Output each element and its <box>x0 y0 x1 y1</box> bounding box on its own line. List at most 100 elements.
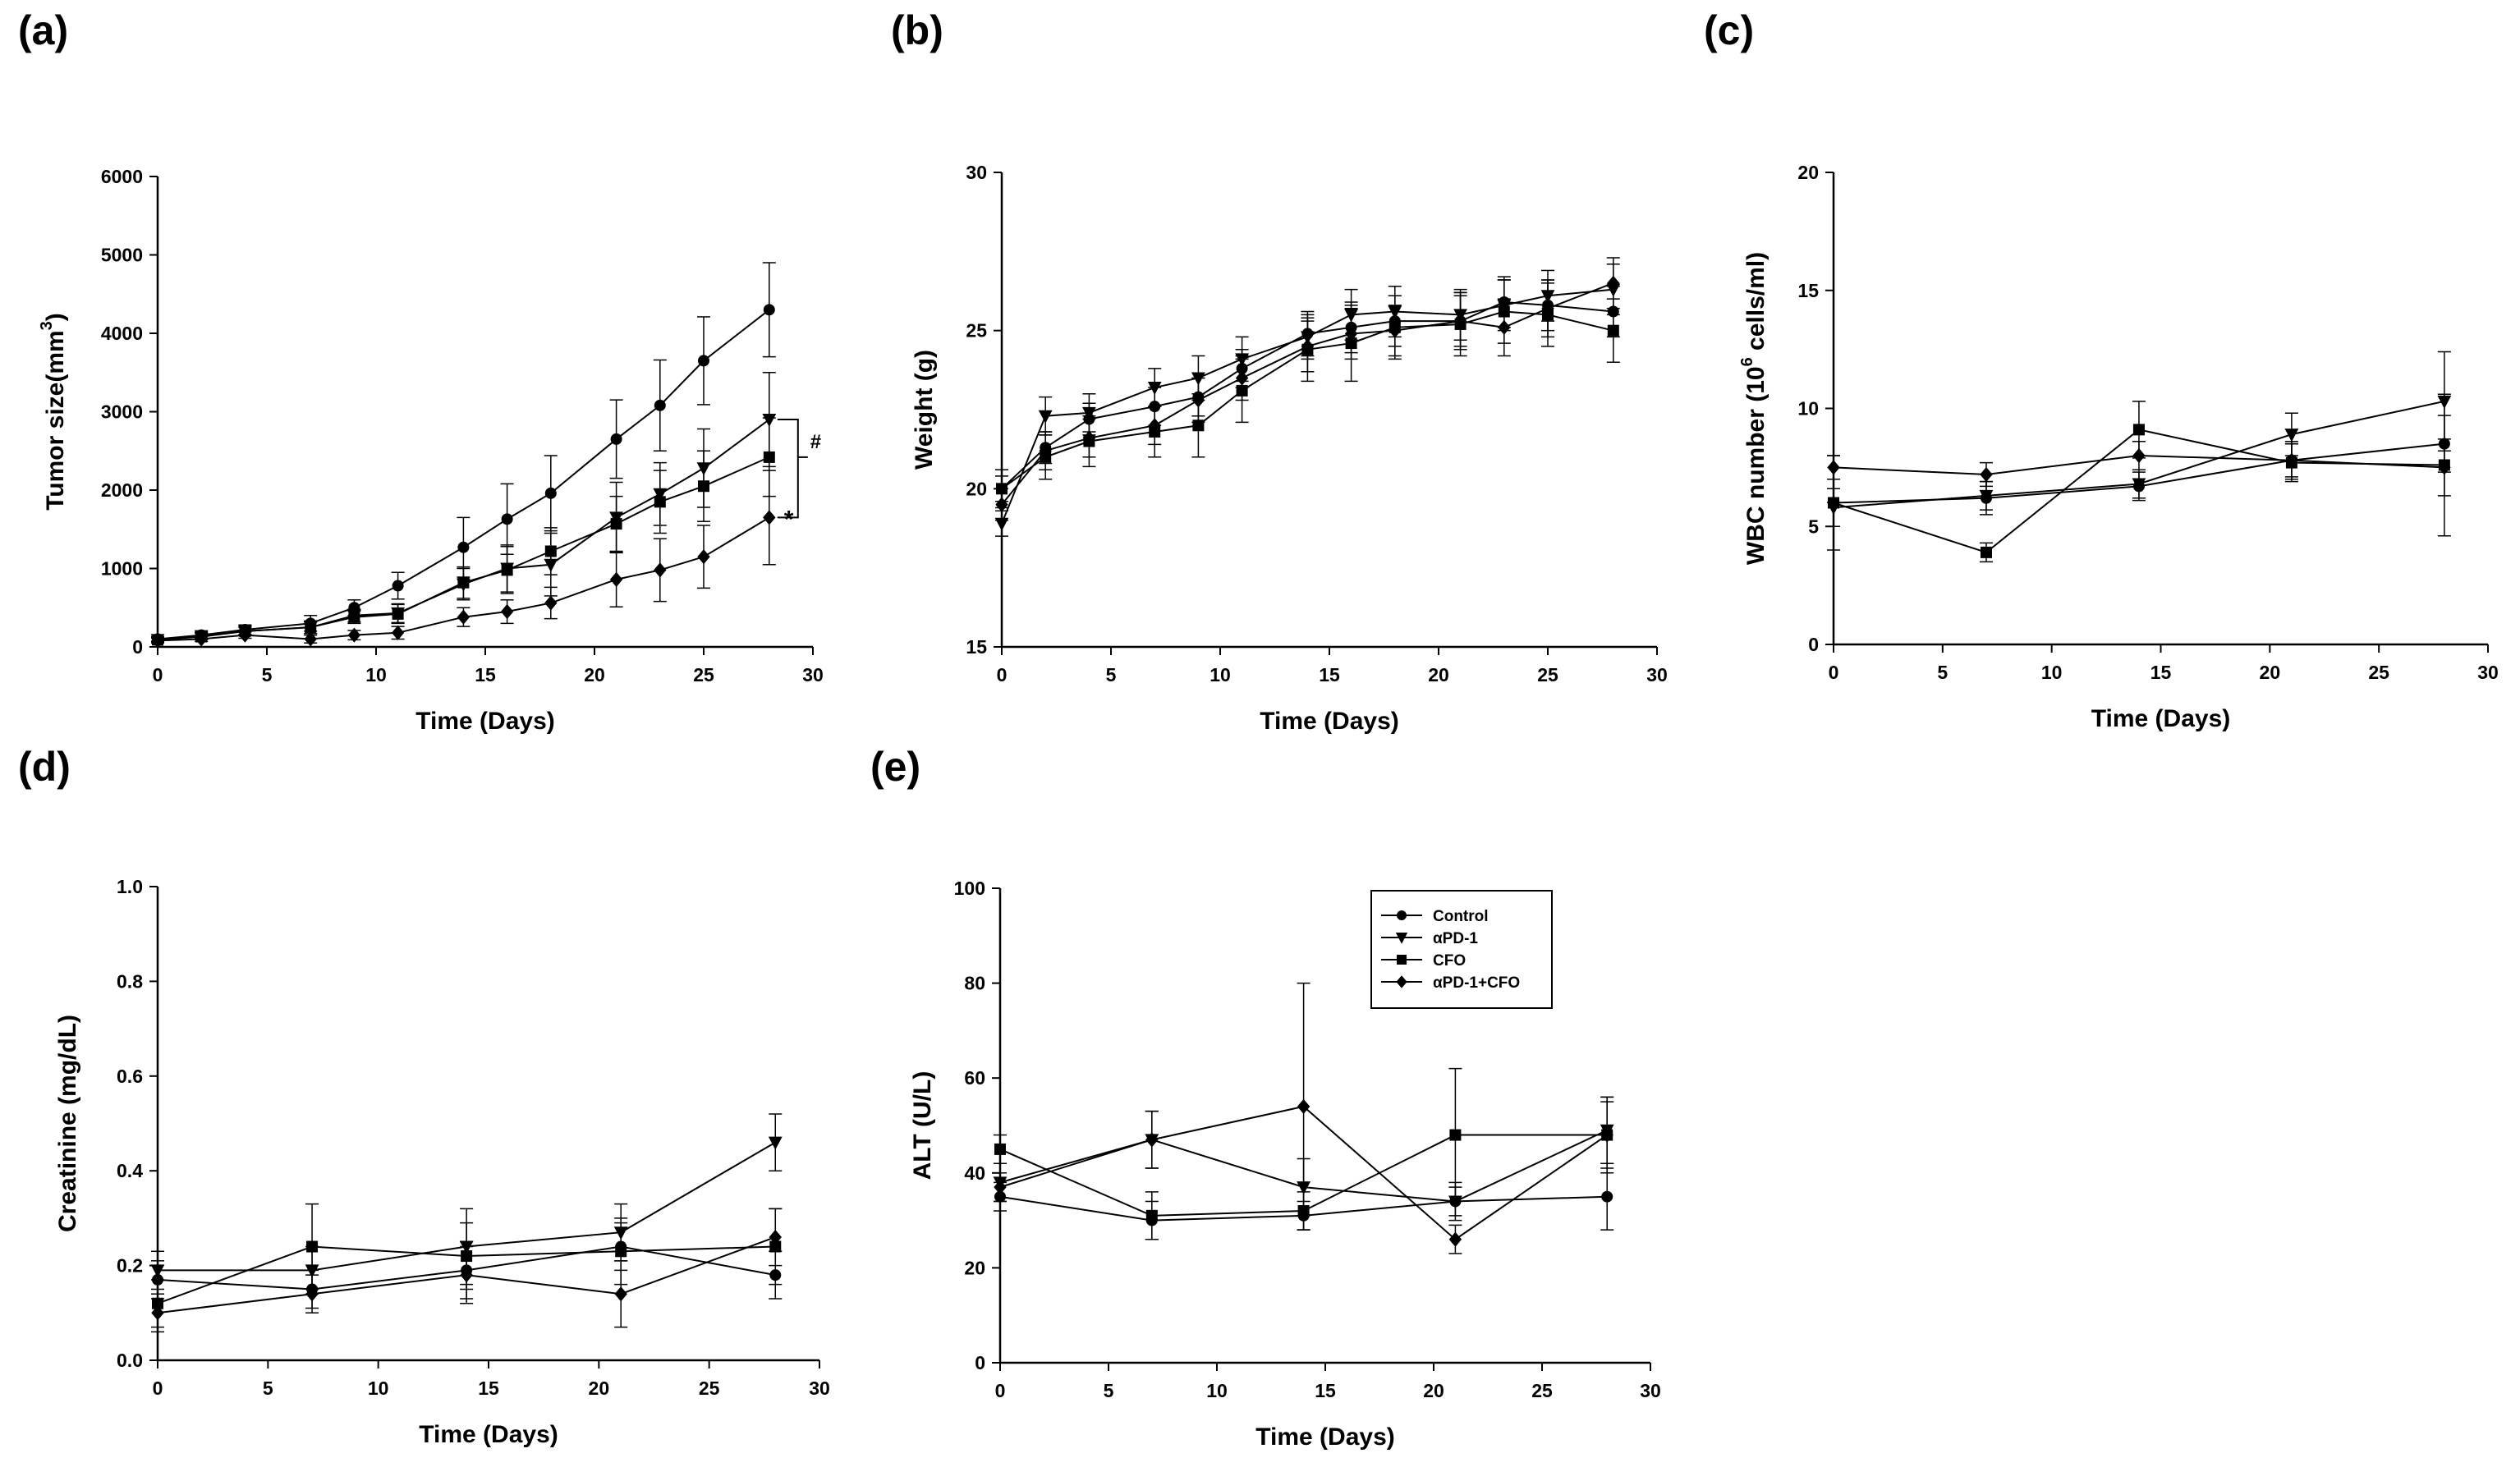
y-tick-label: 0.6 <box>117 1066 143 1087</box>
data-point <box>995 497 1008 512</box>
data-point <box>305 1286 319 1302</box>
data-point <box>1301 338 1315 355</box>
data-point <box>697 549 710 565</box>
y-tick-label: 15 <box>1797 280 1819 301</box>
y-axis-title: ALT (U/L) <box>909 1071 936 1180</box>
x-tick-label: 15 <box>475 664 496 685</box>
x-tick-label: 25 <box>2368 662 2389 683</box>
data-point <box>1980 546 1992 558</box>
y-tick-label: 10 <box>1797 398 1819 419</box>
data-point <box>698 480 709 493</box>
data-point <box>305 621 317 634</box>
x-tick-label: 0 <box>1829 662 1839 683</box>
data-point <box>768 1136 783 1150</box>
y-axis-title: Tumor size(mm3) <box>38 313 69 511</box>
y-tick-label: 60 <box>964 1067 985 1089</box>
x-tick-label: 30 <box>1646 664 1668 685</box>
data-point <box>457 541 470 553</box>
data-point <box>2284 429 2299 442</box>
y-tick-label: 20 <box>964 1257 985 1278</box>
x-tick-label: 5 <box>1104 1380 1114 1401</box>
series-apd-1-plus-cfo <box>151 470 776 649</box>
data-point <box>500 603 514 620</box>
y-tick-label: 0 <box>975 1352 985 1373</box>
data-point <box>1191 392 1205 408</box>
x-axis-title: Time (Days) <box>2091 705 2231 732</box>
data-point <box>1827 460 1840 475</box>
chart-panel-c: 0 5 10 15 20 25 30 0 5 10 15 20 Time (Days) WBC numbe… <box>1738 162 2499 732</box>
panel-label-d: (d) <box>18 744 71 790</box>
x-tick-label: 15 <box>1315 1380 1336 1401</box>
x-tick-label: 25 <box>1537 664 1558 685</box>
data-point <box>698 355 709 367</box>
significance-bracket <box>777 419 799 519</box>
y-tick-label: 40 <box>964 1162 985 1184</box>
data-point <box>304 631 317 647</box>
data-point <box>994 517 1009 531</box>
data-point <box>1607 275 1620 291</box>
data-point <box>609 571 623 587</box>
data-point <box>1601 1190 1613 1203</box>
data-point <box>1235 370 1249 386</box>
panel-label-c: (c) <box>1704 7 1755 53</box>
data-point <box>1148 418 1161 433</box>
data-point <box>763 304 775 316</box>
legend-box <box>1370 890 1553 1009</box>
y-tick-label: 2000 <box>101 479 143 501</box>
data-point <box>2132 447 2146 464</box>
data-point <box>2285 452 2298 468</box>
data-point <box>306 1240 319 1253</box>
y-tick-label: 0 <box>132 636 143 658</box>
y-tick-label: 20 <box>1797 162 1819 183</box>
x-axis-title: Time (Days) <box>1260 708 1399 735</box>
legend-label-apd-1: αPD-1 <box>1433 930 1478 947</box>
panel-label-a: (a) <box>18 7 69 53</box>
data-point <box>1600 1127 1613 1143</box>
data-point <box>654 496 666 508</box>
y-tick-label: 3000 <box>101 401 143 423</box>
y-tick-label: 0.8 <box>117 970 143 992</box>
data-point <box>763 451 775 463</box>
x-tick-label: 15 <box>2150 662 2172 683</box>
x-tick-label: 0 <box>153 1378 163 1399</box>
data-point <box>1453 314 1467 329</box>
data-point <box>151 633 164 649</box>
y-tick-label: 0 <box>1808 634 1819 655</box>
data-point <box>994 1180 1007 1195</box>
data-point <box>654 399 666 411</box>
x-tick-label: 25 <box>693 664 714 685</box>
x-tick-label: 5 <box>1937 662 1948 683</box>
legend-marker <box>1396 975 1407 988</box>
data-point <box>501 564 513 576</box>
series-control <box>995 276 1620 502</box>
x-tick-label: 25 <box>699 1378 720 1399</box>
y-tick-label: 0.4 <box>117 1160 143 1181</box>
y-tick-label: 30 <box>966 162 987 183</box>
data-point <box>1038 410 1053 424</box>
series-apd-1-plus-cfo <box>995 257 1620 521</box>
data-point <box>195 631 208 647</box>
y-tick-label: 0.0 <box>117 1350 143 1371</box>
x-tick-label: 30 <box>1640 1380 1661 1401</box>
y-tick-label: 5000 <box>101 245 143 266</box>
series-apd-1-plus-cfo <box>151 1208 783 1333</box>
data-point <box>2132 478 2146 492</box>
legend-label-cfo: CFO <box>1433 952 1466 970</box>
x-tick-label: 0 <box>995 1380 1006 1401</box>
data-point <box>544 545 557 557</box>
data-point <box>614 1286 627 1302</box>
legend-marker <box>1395 933 1408 944</box>
data-point <box>1344 326 1358 342</box>
x-tick-label: 10 <box>1206 1380 1228 1401</box>
data-point <box>1449 1129 1462 1141</box>
data-point <box>610 433 622 445</box>
x-tick-label: 10 <box>1210 664 1231 685</box>
x-tick-label: 10 <box>365 664 387 685</box>
x-tick-label: 5 <box>263 1378 273 1399</box>
chart-panel-b: 0 5 10 15 20 25 30 15 20 25 30 Time (Days) Weight (g… <box>911 162 1668 735</box>
data-point <box>763 510 776 525</box>
data-point <box>1389 323 1402 338</box>
y-tick-label: 4000 <box>101 323 143 344</box>
data-point <box>1039 442 1052 459</box>
y-axis-title: Weight (g) <box>911 350 938 470</box>
